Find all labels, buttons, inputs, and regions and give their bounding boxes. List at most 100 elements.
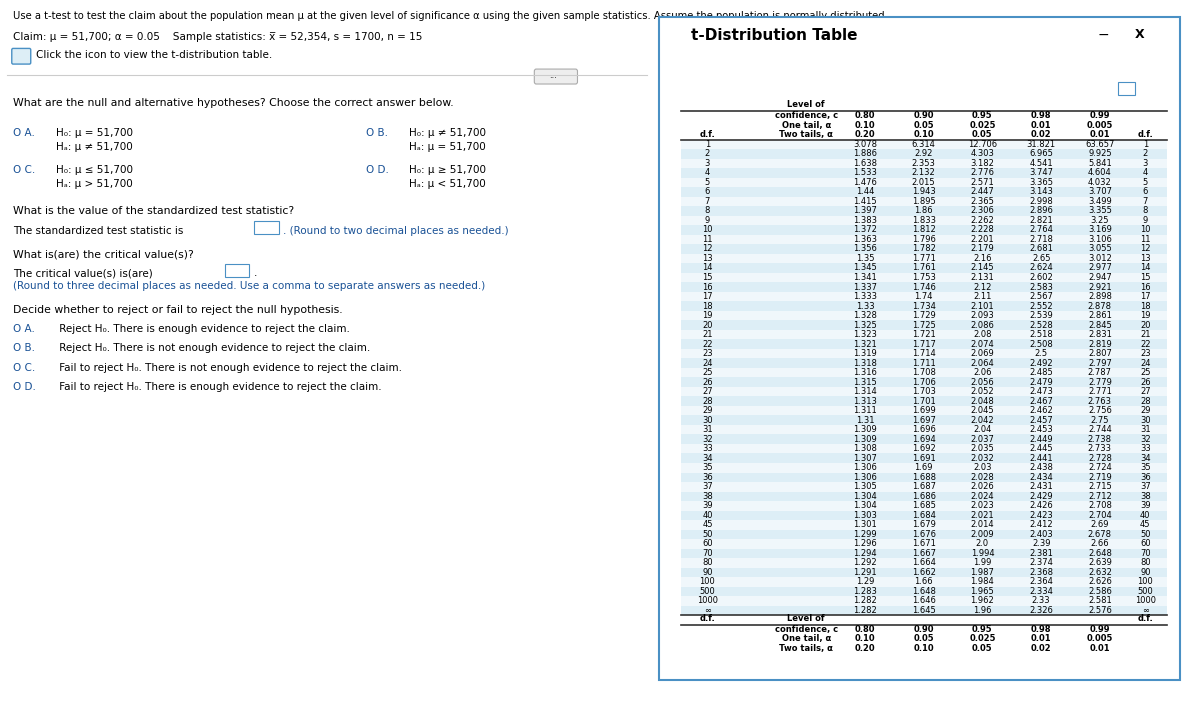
Text: 0.02: 0.02 [1031,644,1051,653]
Text: Fail to reject H₀. There is not enough evidence to reject the claim.: Fail to reject H₀. There is not enough e… [55,363,402,373]
Text: 1.319: 1.319 [853,349,877,358]
Text: 2.449: 2.449 [1030,435,1052,444]
Text: 1.696: 1.696 [912,425,936,434]
Text: 16: 16 [702,283,713,291]
Bar [680,282,1166,292]
Text: 35: 35 [702,464,713,472]
Text: 2.624: 2.624 [1030,263,1054,273]
Text: 1.282: 1.282 [853,597,877,605]
Text: 20: 20 [1140,320,1151,330]
Text: 2.681: 2.681 [1030,244,1054,253]
Text: 1.311: 1.311 [853,406,877,415]
Text: 33: 33 [702,444,713,454]
Text: 2.412: 2.412 [1030,520,1052,529]
Text: 2.364: 2.364 [1030,577,1054,587]
Bar [680,159,1166,168]
Text: 0.95: 0.95 [972,625,992,634]
FancyBboxPatch shape [534,69,577,84]
Text: 1.688: 1.688 [912,473,936,482]
Text: 2.462: 2.462 [1030,406,1054,415]
Text: 25: 25 [1140,368,1151,377]
Text: 80: 80 [702,558,713,567]
Text: 100: 100 [700,577,715,587]
Text: 0.01: 0.01 [1031,634,1051,644]
Text: 1.86: 1.86 [914,206,932,216]
Text: Two tails, α: Two tails, α [779,130,833,140]
Text: 2.457: 2.457 [1030,416,1054,424]
Text: 3.25: 3.25 [1091,216,1109,225]
Text: Hₐ: μ < 51,700: Hₐ: μ < 51,700 [409,179,486,189]
Text: 3.078: 3.078 [853,140,877,149]
Text: 2.602: 2.602 [1030,273,1054,282]
Text: 2.92: 2.92 [914,150,932,158]
Bar [680,320,1166,330]
Text: 36: 36 [702,473,713,482]
Text: 26: 26 [1140,377,1151,387]
Text: 2.586: 2.586 [1088,587,1112,596]
Bar [680,473,1166,482]
Text: 2.567: 2.567 [1030,292,1054,301]
Text: 2.715: 2.715 [1088,482,1111,491]
Text: 14: 14 [702,263,713,273]
Text: 2.708: 2.708 [1088,501,1112,511]
Text: 1.345: 1.345 [853,263,877,273]
Text: 2: 2 [704,150,710,158]
Text: 2.797: 2.797 [1088,359,1112,367]
Text: . (Round to two decimal places as needed.): . (Round to two decimal places as needed… [282,226,508,236]
Text: 2.04: 2.04 [973,425,991,434]
Text: 6: 6 [704,187,710,197]
Text: 7: 7 [704,197,710,206]
Text: 2.776: 2.776 [971,168,995,177]
Text: 20: 20 [702,320,713,330]
Text: 0.025: 0.025 [970,121,996,130]
Text: 60: 60 [1140,540,1151,548]
Text: 1.711: 1.711 [912,359,936,367]
Text: 2.712: 2.712 [1088,492,1111,501]
Text: 2.074: 2.074 [971,340,995,349]
Text: 2.381: 2.381 [1030,549,1054,558]
Bar [680,596,1166,606]
Bar [680,587,1166,596]
Text: 0.80: 0.80 [854,625,875,634]
Text: 2.445: 2.445 [1030,444,1052,454]
Text: 10: 10 [702,226,713,234]
Text: 1.476: 1.476 [853,178,877,187]
Text: 2.744: 2.744 [1088,425,1111,434]
Text: 2.093: 2.093 [971,311,995,320]
Text: 0.98: 0.98 [1031,625,1051,634]
Text: 1.415: 1.415 [853,197,877,206]
Text: 4.303: 4.303 [971,150,995,158]
Text: 2.733: 2.733 [1088,444,1112,454]
Text: 2.069: 2.069 [971,349,995,358]
Text: 8: 8 [704,206,710,216]
Text: Reject H₀. There is not enough evidence to reject the claim.: Reject H₀. There is not enough evidence … [55,343,370,353]
Bar [680,197,1166,206]
Text: 2.447: 2.447 [971,187,995,197]
Text: 4.541: 4.541 [1030,159,1052,168]
Text: 0.05: 0.05 [972,130,992,140]
Text: 2.33: 2.33 [1032,597,1050,605]
Text: 15: 15 [702,273,713,282]
Text: 2.738: 2.738 [1088,435,1112,444]
Bar [680,349,1166,358]
Text: 1.717: 1.717 [912,340,936,349]
Text: ...: ... [548,71,557,80]
Bar [680,225,1166,235]
Text: 25: 25 [702,368,713,377]
Text: 1.315: 1.315 [853,377,877,387]
Bar [680,520,1166,530]
Text: 19: 19 [702,311,713,320]
Text: O C.: O C. [13,363,35,373]
Text: 1000: 1000 [1135,597,1156,605]
Text: 3.747: 3.747 [1030,168,1054,177]
Text: t-Distribution Table: t-Distribution Table [691,28,858,43]
Text: 2.66: 2.66 [1091,540,1109,548]
Text: 2.0: 2.0 [976,540,989,548]
Text: 2.052: 2.052 [971,387,995,396]
Text: 1.984: 1.984 [971,577,995,587]
Bar [680,358,1166,368]
Text: 1.306: 1.306 [853,464,877,472]
Text: 14: 14 [1140,263,1151,273]
Text: 1: 1 [1142,140,1148,149]
Bar [680,567,1166,577]
